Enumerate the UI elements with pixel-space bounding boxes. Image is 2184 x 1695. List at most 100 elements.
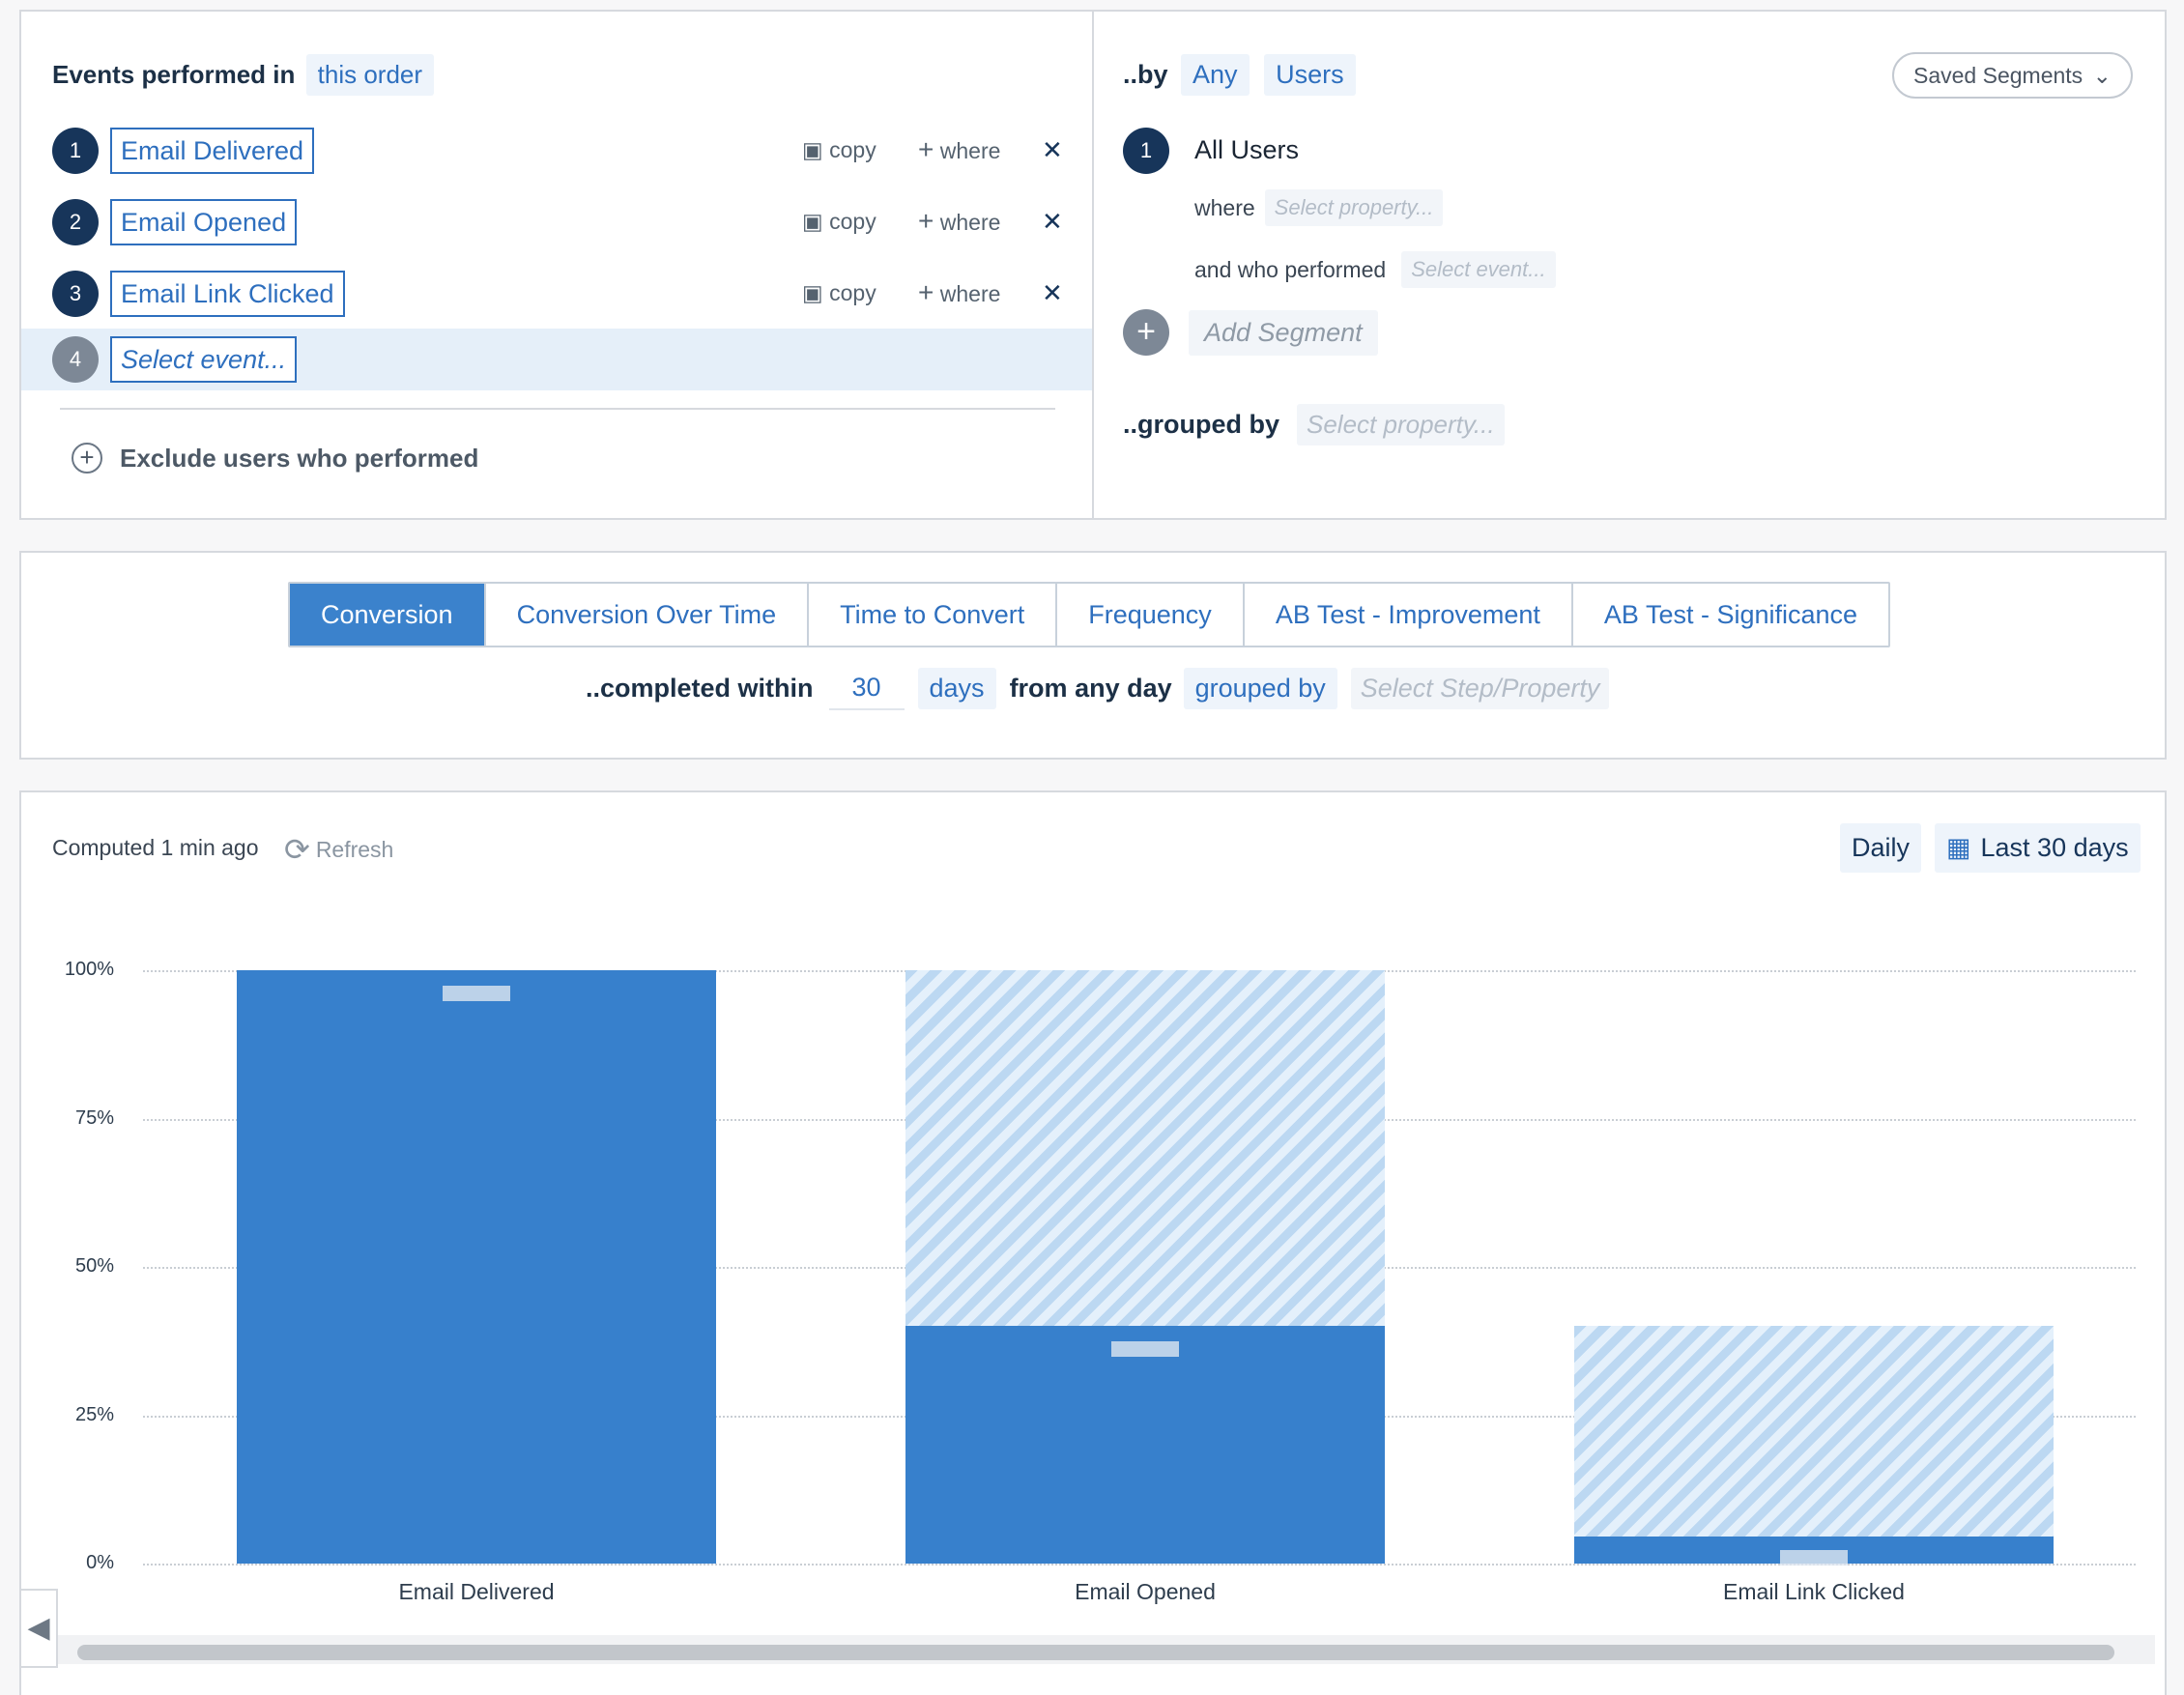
x-axis-label: Email Opened [1075, 1579, 1216, 1604]
calendar-icon: ▦ [1946, 833, 1971, 862]
tab-conversion-over-time[interactable]: Conversion Over Time [483, 584, 808, 646]
segment-header: ..by Any Users [1123, 54, 1356, 96]
y-tick-label: 100% [64, 959, 114, 980]
copy-button[interactable]: ▣ copy [802, 205, 876, 238]
from-any-day-label: from any day [1009, 674, 1172, 703]
event-selector[interactable]: Select event... [110, 336, 298, 383]
exclude-label: Exclude users who performed [120, 443, 479, 473]
step-row-3: 3 Email Link Clicked ▣ copy + where ✕ [21, 263, 1092, 325]
chevron-down-icon: ⌄ [2092, 63, 2112, 88]
daily-dropdown[interactable]: Daily [1840, 823, 1922, 873]
add-where-button[interactable]: + where [918, 133, 1000, 167]
copy-label: copy [829, 280, 876, 305]
copy-button[interactable]: ▣ copy [802, 276, 876, 309]
copy-label: copy [829, 137, 876, 162]
query-panel: Events performed in this order 1 Email D… [19, 10, 2167, 520]
bar-dropoff[interactable] [1574, 1326, 2054, 1537]
grouped-by-chip[interactable]: grouped by [1183, 668, 1337, 709]
step-number: 4 [52, 336, 99, 383]
step-property-input[interactable]: Select Step/Property [1350, 668, 1610, 709]
bar-value-label [1111, 1341, 1179, 1358]
scrollbar-thumb[interactable] [77, 1645, 2114, 1660]
event-selector[interactable]: Email Link Clicked [110, 271, 345, 317]
where-label: where [1194, 194, 1255, 220]
step-number: 2 [52, 199, 99, 245]
by-label: ..by [1123, 60, 1168, 89]
events-label: Events performed in [52, 60, 296, 89]
computed-status: Computed 1 min ago [52, 835, 259, 860]
plus-icon: + [918, 206, 934, 236]
report-tabs: Conversion Conversion Over Time Time to … [288, 582, 1891, 647]
grouped-by-row: ..grouped by Select property... [1123, 404, 1505, 445]
step-number: 1 [52, 128, 99, 174]
close-icon[interactable]: ✕ [1042, 135, 1063, 164]
y-tick-label: 75% [74, 1106, 114, 1129]
step-number: 3 [52, 271, 99, 317]
add-where-button[interactable]: + where [918, 276, 1000, 310]
days-input[interactable]: 30 [828, 667, 905, 710]
exclude-users-button[interactable]: + Exclude users who performed [72, 443, 478, 474]
where-label: where [939, 210, 1001, 235]
segment-number: 1 [1123, 128, 1169, 174]
who-performed-row: and who performed Select event... [1194, 251, 1556, 288]
events-header: Events performed in this order [52, 54, 435, 96]
completed-within-label: ..completed within [586, 674, 814, 703]
plus-icon: + [918, 277, 934, 307]
bar-converted[interactable] [905, 1326, 1385, 1564]
event-selector[interactable]: Email Opened [110, 199, 298, 245]
y-tick-label: 25% [74, 1403, 114, 1425]
add-circle-icon: + [72, 443, 102, 474]
where-label: where [939, 281, 1001, 306]
copy-button[interactable]: ▣ copy [802, 133, 876, 166]
copy-icon: ▣ [802, 209, 830, 234]
step-row-2: 2 Email Opened ▣ copy + where ✕ [21, 191, 1092, 253]
bar-value-label [443, 986, 510, 1001]
y-tick-label: 0% [86, 1552, 114, 1573]
days-unit-dropdown[interactable]: days [917, 668, 996, 709]
plus-icon: + [918, 134, 934, 164]
tab-time-to-convert[interactable]: Time to Convert [807, 584, 1055, 646]
bar-converted[interactable] [237, 970, 716, 1564]
segment-column: ..by Any Users Saved Segments ⌄ 1 All Us… [1094, 12, 2165, 518]
divider [60, 408, 1055, 410]
refresh-label: Refresh [315, 836, 394, 862]
horizontal-scrollbar[interactable] [58, 1635, 2155, 1664]
tab-frequency[interactable]: Frequency [1055, 584, 1243, 646]
grouped-by-input[interactable]: Select property... [1297, 404, 1505, 445]
copy-icon: ▣ [802, 137, 830, 162]
refresh-icon: ⟳ [284, 832, 310, 867]
refresh-button[interactable]: ⟳ Refresh [284, 831, 393, 868]
segment-name[interactable]: All Users [1194, 135, 1300, 164]
saved-segments-dropdown[interactable]: Saved Segments ⌄ [1892, 52, 2133, 99]
step-row-1: 1 Email Delivered ▣ copy + where ✕ [21, 120, 1092, 182]
bar-dropoff[interactable] [905, 970, 1385, 1327]
chart-panel: Computed 1 min ago ⟳ Refresh Daily ▦ Las… [19, 790, 2167, 1695]
tab-ab-test-improvement[interactable]: AB Test - Improvement [1242, 584, 1571, 646]
close-icon[interactable]: ✕ [1042, 207, 1063, 236]
where-label: where [939, 138, 1001, 163]
add-segment-label: Add Segment [1189, 309, 1378, 356]
add-where-button[interactable]: + where [918, 205, 1000, 239]
x-axis-label: Email Delivered [398, 1579, 555, 1604]
saved-segments-label: Saved Segments [1913, 63, 2083, 88]
select-event-input[interactable]: Select event... [1401, 251, 1556, 288]
order-chip[interactable]: this order [305, 54, 435, 96]
date-range-label: Last 30 days [1980, 833, 2129, 862]
completion-settings: ..completed within 30 days from any day … [586, 667, 1610, 710]
select-property-input[interactable]: Select property... [1264, 189, 1444, 226]
scroll-left-arrow[interactable]: ◀ [21, 1589, 58, 1668]
close-icon[interactable]: ✕ [1042, 278, 1063, 307]
bar-value-label [1780, 1550, 1848, 1566]
event-selector[interactable]: Email Delivered [110, 128, 315, 174]
segment-where-row: where Select property... [1194, 189, 1444, 226]
add-segment-button[interactable]: + Add Segment [1123, 309, 1378, 356]
tab-ab-test-significance[interactable]: AB Test - Significance [1570, 584, 1888, 646]
users-chip[interactable]: Users [1264, 54, 1356, 96]
step-row-4: 4 Select event... [21, 329, 1092, 390]
any-chip[interactable]: Any [1181, 54, 1250, 96]
events-column: Events performed in this order 1 Email D… [21, 12, 1094, 518]
date-range-picker[interactable]: ▦ Last 30 days [1935, 823, 2141, 873]
tab-conversion[interactable]: Conversion [290, 584, 484, 646]
y-tick-label: 50% [74, 1255, 114, 1277]
copy-icon: ▣ [802, 280, 830, 305]
